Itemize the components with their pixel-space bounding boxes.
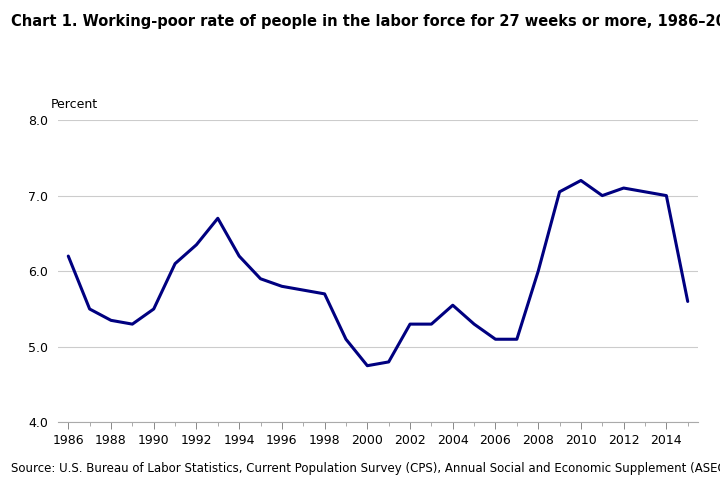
Text: Chart 1. Working-poor rate of people in the labor force for 27 weeks or more, 19: Chart 1. Working-poor rate of people in … bbox=[11, 14, 720, 29]
Text: Source: U.S. Bureau of Labor Statistics, Current Population Survey (CPS), Annual: Source: U.S. Bureau of Labor Statistics,… bbox=[11, 462, 720, 475]
Text: Percent: Percent bbox=[50, 98, 97, 111]
